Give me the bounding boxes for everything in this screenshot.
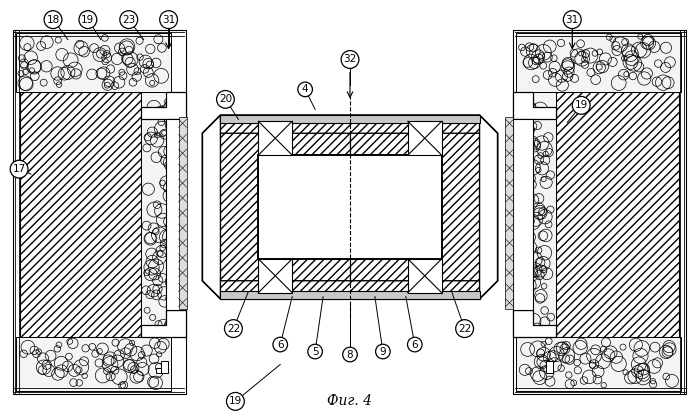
Bar: [517, 33, 681, 93]
Bar: [514, 119, 533, 310]
Text: 20: 20: [219, 94, 232, 104]
Text: 18: 18: [46, 15, 59, 25]
Bar: [178, 117, 187, 309]
Text: 32: 32: [343, 55, 356, 65]
Polygon shape: [13, 30, 185, 394]
Bar: [166, 119, 185, 310]
Text: 31: 31: [565, 15, 579, 25]
Bar: [259, 259, 292, 293]
Bar: [259, 149, 292, 155]
Bar: [259, 155, 442, 259]
Polygon shape: [20, 93, 140, 337]
Text: 9: 9: [380, 347, 387, 357]
Polygon shape: [480, 116, 498, 299]
Bar: [140, 93, 180, 337]
Polygon shape: [350, 116, 480, 299]
Bar: [16, 337, 171, 392]
Polygon shape: [140, 93, 185, 119]
Polygon shape: [514, 93, 556, 119]
Text: 19: 19: [229, 396, 242, 406]
Bar: [156, 369, 161, 374]
Bar: [517, 93, 556, 337]
Bar: [259, 121, 292, 155]
Text: 6: 6: [412, 339, 418, 349]
Polygon shape: [220, 116, 350, 299]
Text: 19: 19: [81, 15, 94, 25]
Polygon shape: [514, 30, 686, 394]
Bar: [220, 116, 480, 123]
Bar: [408, 121, 442, 155]
Bar: [16, 33, 171, 93]
Text: 22: 22: [458, 324, 471, 334]
Text: 5: 5: [312, 347, 319, 357]
Bar: [259, 259, 292, 265]
Bar: [505, 117, 514, 309]
Text: 8: 8: [347, 349, 353, 359]
Bar: [161, 362, 168, 374]
Bar: [408, 259, 442, 265]
Polygon shape: [203, 116, 498, 133]
Text: 31: 31: [162, 15, 175, 25]
Bar: [408, 149, 442, 155]
Text: 19: 19: [575, 100, 588, 111]
Polygon shape: [514, 310, 556, 337]
Text: 22: 22: [226, 324, 240, 334]
Bar: [547, 362, 554, 374]
Polygon shape: [203, 281, 498, 299]
Text: 4: 4: [302, 84, 308, 94]
Text: 23: 23: [122, 15, 136, 25]
Text: Фиг. 4: Фиг. 4: [328, 394, 373, 408]
Text: 17: 17: [13, 164, 26, 174]
Bar: [517, 337, 681, 392]
Polygon shape: [140, 310, 185, 337]
Polygon shape: [203, 116, 220, 299]
Text: 6: 6: [277, 339, 284, 349]
Bar: [220, 291, 480, 299]
Polygon shape: [556, 93, 679, 337]
Polygon shape: [203, 116, 498, 299]
Bar: [408, 259, 442, 293]
